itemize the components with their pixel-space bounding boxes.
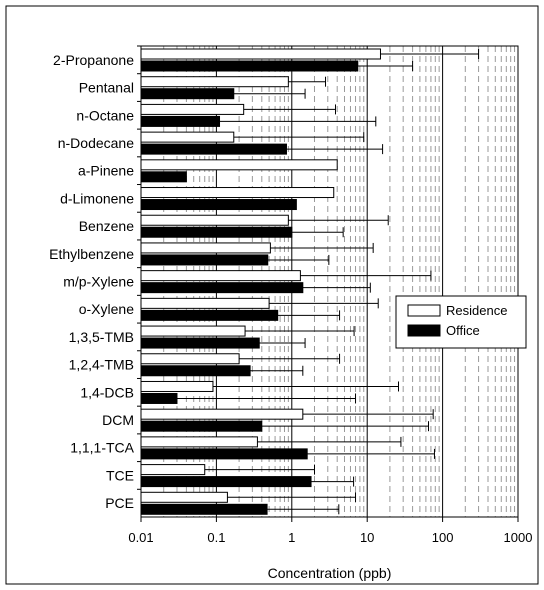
bar-office: [140, 226, 293, 238]
bar-residence: [140, 214, 289, 226]
bar-office: [140, 60, 359, 72]
category-label: TCE: [106, 467, 134, 483]
bar-office: [140, 337, 260, 349]
category-label: 1,2,4-TMB: [69, 357, 134, 373]
x-axis-title: Concentration (ppb): [268, 565, 392, 581]
legend: Residence Office: [395, 295, 527, 349]
bar-office: [140, 254, 269, 266]
bar-residence: [140, 491, 228, 503]
bar-office: [140, 365, 251, 377]
bar-office: [140, 171, 187, 183]
bar-residence: [140, 48, 381, 60]
legend-label-office: Office: [446, 323, 480, 338]
bar-residence: [140, 325, 246, 337]
bar-office: [140, 309, 279, 321]
bar-office: [140, 282, 304, 294]
x-tick-label: 0.1: [207, 530, 225, 545]
bar-office: [140, 392, 178, 404]
bar-office: [140, 143, 287, 155]
bar-residence: [140, 187, 335, 199]
category-label: d-Limonene: [60, 190, 134, 206]
grid-layer: [163, 46, 516, 517]
bar-residence: [140, 436, 258, 448]
category-label: PCE: [105, 495, 134, 511]
category-label: n-Octane: [76, 107, 134, 123]
category-label: Benzene: [79, 218, 134, 234]
legend-swatch-residence: [407, 304, 441, 317]
bar-residence: [140, 76, 289, 88]
bar-residence: [140, 353, 240, 365]
category-label: 2-Propanone: [53, 52, 134, 68]
x-tick-label: 100: [432, 530, 454, 545]
plot-area-border: [140, 45, 519, 518]
bar-residence: [140, 270, 301, 282]
x-tick-label: 1: [288, 530, 295, 545]
category-label: 1,4-DCB: [80, 384, 134, 400]
category-label: n-Dodecane: [58, 135, 134, 151]
x-axis-ticks: 0.01 0.1 1 10 100 1000: [128, 517, 532, 545]
category-label: Ethylbenzene: [49, 246, 134, 262]
bar-office: [140, 420, 263, 432]
bar-residence: [140, 159, 338, 171]
category-label: o-Xylene: [79, 301, 134, 317]
bar-residence: [140, 408, 304, 420]
x-tick-label: 10: [360, 530, 374, 545]
bar-office: [140, 88, 235, 100]
bar-office: [140, 199, 297, 211]
chart-outer-border: [5, 5, 539, 585]
bar-office: [140, 448, 308, 460]
bar-residence: [140, 103, 245, 115]
x-tick-label: 1000: [504, 530, 533, 545]
bar-residence: [140, 380, 214, 392]
category-label: 1,3,5-TMB: [69, 329, 134, 345]
legend-label-residence: Residence: [446, 303, 507, 318]
bar-residence: [140, 297, 270, 309]
bar-office: [140, 476, 312, 488]
category-label: Pentanal: [79, 80, 134, 96]
legend-swatch-office: [407, 324, 441, 337]
bar-residence: [140, 242, 271, 254]
category-label: 1,1,1-TCA: [70, 440, 134, 456]
category-label: DCM: [102, 412, 134, 428]
bar-office: [140, 115, 221, 127]
bar-office: [140, 503, 268, 515]
category-label: a-Pinene: [78, 163, 134, 179]
x-tick-label: 0.01: [128, 530, 153, 545]
category-label: m/p-Xylene: [63, 274, 134, 290]
category-labels: 2-Propanone Pentanal n-Octane n-Dodecane a-P…: [49, 45, 141, 511]
bar-residence: [140, 464, 206, 476]
bar-residence: [140, 131, 235, 143]
